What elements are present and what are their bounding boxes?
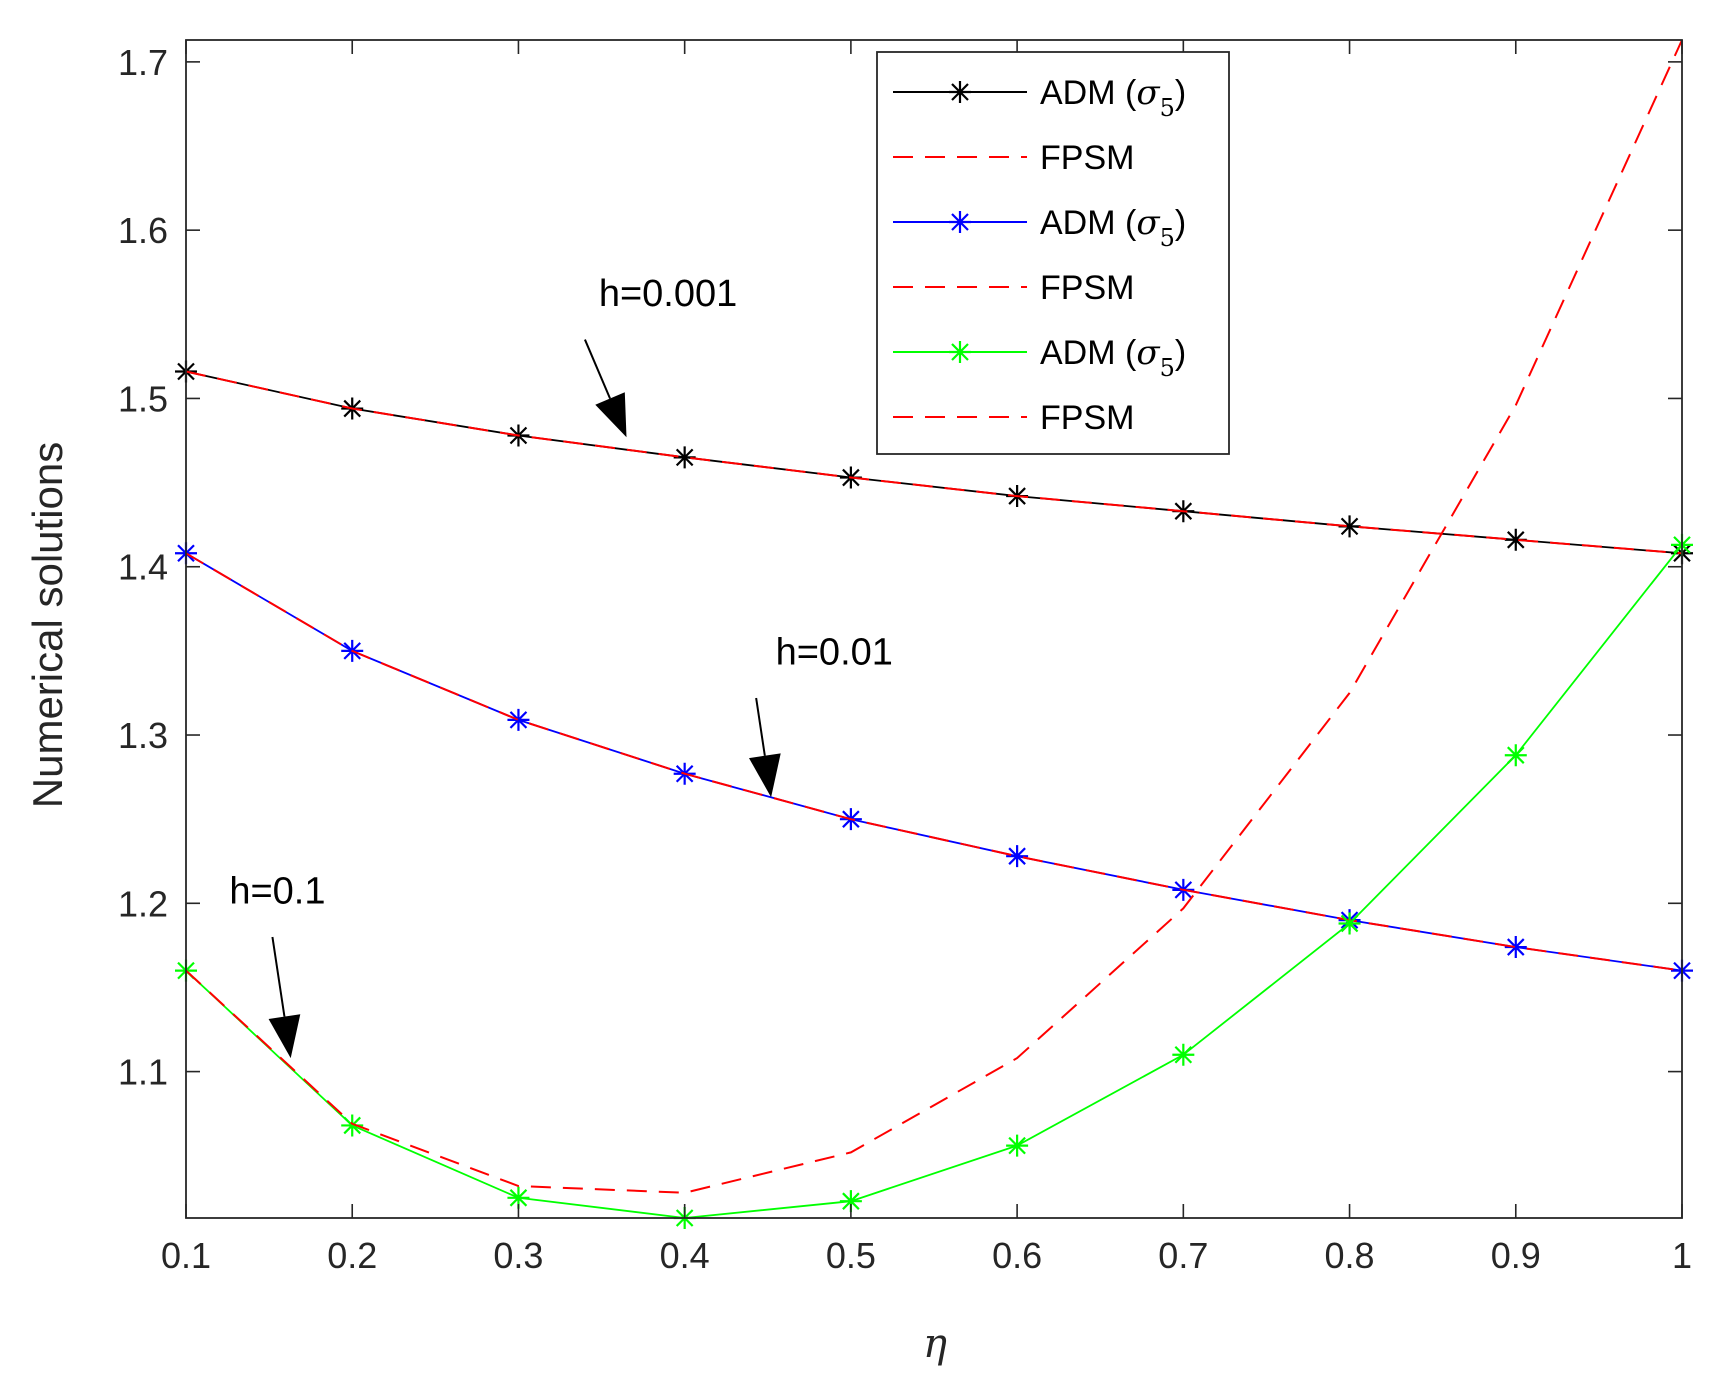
x-tick-label: 0.5 xyxy=(826,1235,876,1276)
legend-marker-1 xyxy=(949,81,971,103)
annotation-text: h=0.1 xyxy=(229,870,325,912)
series-5-line xyxy=(185,544,1683,1219)
legend-sigma: σ xyxy=(1136,73,1160,113)
x-tick-label: 0.9 xyxy=(1491,1235,1541,1276)
legend-name: ADM xyxy=(1040,204,1116,242)
legend-sigma: σ xyxy=(1136,333,1160,373)
y-tick-label: 1.5 xyxy=(118,378,168,419)
y-tick-label: 1.2 xyxy=(118,883,168,924)
legend-subscript: 5 xyxy=(1160,94,1175,122)
series-3-point xyxy=(1006,845,1029,868)
series-6-line xyxy=(185,39,1683,1194)
series-3-line xyxy=(185,552,1683,972)
legend-paren-open: ( xyxy=(1116,204,1137,242)
legend-marker-3 xyxy=(949,211,971,233)
legend-paren-open: ( xyxy=(1116,334,1137,372)
x-tick-label: 0.8 xyxy=(1325,1235,1375,1276)
y-tick-label: 1.7 xyxy=(118,42,168,83)
series-5-point xyxy=(1338,912,1361,935)
legend-subscript: 5 xyxy=(1160,224,1175,252)
series-1-point xyxy=(673,446,696,469)
legend-paren-close: ) xyxy=(1175,74,1186,112)
annotation-arrow-head xyxy=(268,1014,301,1059)
legend-paren-close: ) xyxy=(1175,334,1186,372)
legend-name: ADM xyxy=(1040,334,1116,372)
series-2-line xyxy=(185,370,1683,555)
legend-label-4: FPSM xyxy=(1040,269,1134,307)
annotation-text: h=0.001 xyxy=(599,273,737,315)
series-5-point xyxy=(1172,1043,1195,1066)
legend-box xyxy=(876,51,1230,455)
series-4-line xyxy=(185,552,1683,972)
legend-label-2: FPSM xyxy=(1040,139,1134,177)
legend-paren-open: ( xyxy=(1116,74,1137,112)
x-tick-label: 0.6 xyxy=(992,1235,1042,1276)
x-tick-label: 0.1 xyxy=(161,1235,211,1276)
legend-name: FPSM xyxy=(1040,269,1134,307)
legend-label-5: ADM (σ5) xyxy=(1040,333,1186,382)
series-3-point xyxy=(507,708,530,731)
legend-subscript: 5 xyxy=(1160,354,1175,382)
x-axis-label: η xyxy=(923,1321,947,1367)
x-tick-label: 1 xyxy=(1672,1235,1692,1276)
annotation-arrow-head xyxy=(595,392,627,438)
series-5-point xyxy=(1504,744,1527,767)
series-layer xyxy=(175,39,1693,1229)
legend-name: FPSM xyxy=(1040,399,1134,437)
x-tick-label: 0.7 xyxy=(1158,1235,1208,1276)
legend-sigma: σ xyxy=(1136,203,1160,243)
legend-label-3: ADM (σ5) xyxy=(1040,203,1186,252)
axes-layer: 0.1 0.2 0.3 0.4 0.5 0.6 0.7 0.8 0.9 1 1.1 1.2 1.3 1.4… xyxy=(118,39,1692,1276)
series-1-point xyxy=(1338,515,1361,538)
annotation-text: h=0.01 xyxy=(776,631,893,673)
x-tick-label: 0.3 xyxy=(493,1235,543,1276)
annotation-arrow-shaft xyxy=(755,697,766,756)
series-5-point xyxy=(1006,1134,1029,1157)
legend-name: FPSM xyxy=(1040,139,1134,177)
y-tick-label: 1.4 xyxy=(118,547,168,588)
legend-paren-close: ) xyxy=(1175,204,1186,242)
annotation-layer: h=0.001 h=0.01 h=0.1 xyxy=(229,273,893,1059)
series-3-point xyxy=(1504,936,1527,959)
x-tick-label: 0.2 xyxy=(327,1235,377,1276)
annotation-arrow-shaft xyxy=(584,339,611,399)
legend-label-1: ADM (σ5) xyxy=(1040,73,1186,122)
y-axis-label: Numerical solutions xyxy=(24,442,71,808)
annotation-arrow-shaft xyxy=(271,936,286,1017)
series-1-point xyxy=(1504,528,1527,551)
y-tick-label: 1.6 xyxy=(118,210,168,251)
legend-name: ADM xyxy=(1040,74,1116,112)
y-tick-label: 1.1 xyxy=(118,1052,168,1093)
series-5-point xyxy=(507,1186,530,1209)
legend-marker-5 xyxy=(949,341,971,363)
series-5-point xyxy=(839,1190,862,1213)
annotation-arrow-head xyxy=(749,753,781,798)
x-tick-label: 0.4 xyxy=(660,1235,710,1276)
y-tick-label: 1.3 xyxy=(118,715,168,756)
series-5-point xyxy=(341,1114,364,1137)
legend-label-6: FPSM xyxy=(1040,399,1134,437)
plot-area-frame xyxy=(185,39,1683,1219)
